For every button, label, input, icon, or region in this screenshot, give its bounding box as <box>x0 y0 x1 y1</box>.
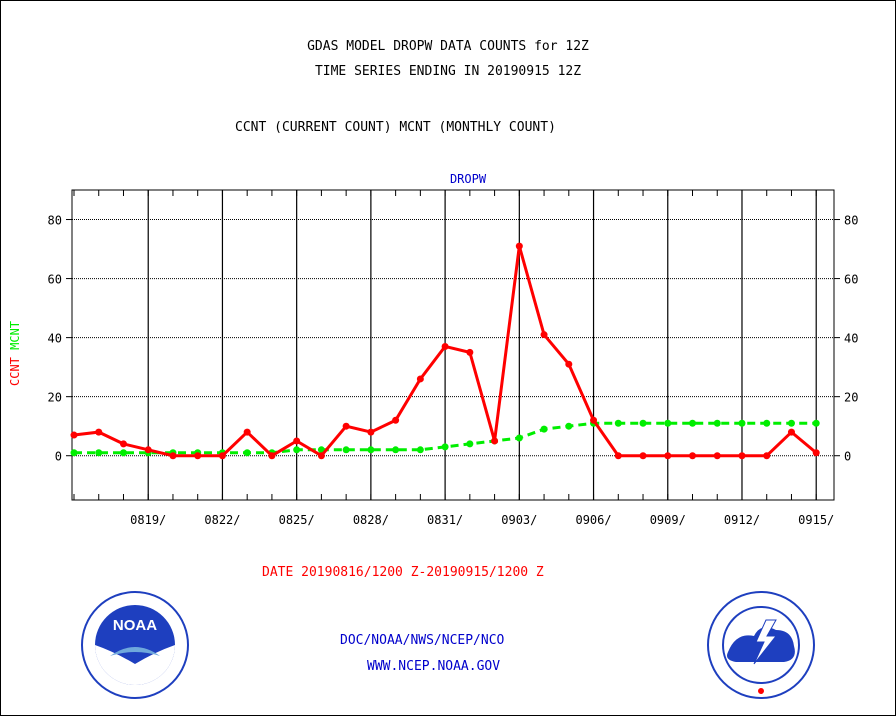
y-tick-label-right: 40 <box>844 332 858 346</box>
data-point-mcnt <box>119 449 127 457</box>
data-point-ccnt <box>466 348 474 356</box>
data-point-ccnt <box>738 452 746 460</box>
chart-svg: 0 0 20 20 40 40 60 60 80 80 0819/0822/0825/0828/08… <box>8 172 858 527</box>
data-point-ccnt <box>689 452 697 460</box>
x-tick-label: 0906/ <box>575 513 611 527</box>
data-point-mcnt <box>515 434 523 442</box>
data-point-mcnt <box>367 446 375 454</box>
data-point-mcnt <box>540 425 548 433</box>
data-point-ccnt <box>491 437 499 445</box>
y-tick-label-left: 0 <box>55 450 62 464</box>
data-point-mcnt <box>787 419 795 427</box>
y-tick-label-left: 20 <box>48 391 62 405</box>
data-point-mcnt <box>565 422 573 430</box>
x-tick-label: 0909/ <box>650 513 686 527</box>
data-point-ccnt <box>812 449 820 457</box>
y-tick-label-left: 60 <box>48 273 62 287</box>
data-point-mcnt <box>689 419 697 427</box>
y-tick-label-right: 20 <box>844 391 858 405</box>
noaa-logo: NOAA <box>81 591 189 699</box>
noaa-logo-wordmark: NOAA <box>113 617 157 634</box>
data-point-mcnt <box>95 449 103 457</box>
data-point-ccnt <box>70 431 78 439</box>
data-point-ccnt <box>194 452 202 460</box>
data-point-mcnt <box>441 443 449 451</box>
data-point-ccnt <box>119 440 127 448</box>
data-point-ccnt <box>95 428 103 436</box>
x-tick-label: 0819/ <box>130 513 166 527</box>
data-point-ccnt <box>243 428 251 436</box>
data-point-mcnt <box>70 449 78 457</box>
data-point-ccnt <box>639 452 647 460</box>
data-point-mcnt <box>614 419 622 427</box>
data-point-ccnt <box>515 242 523 250</box>
data-point-ccnt <box>144 446 152 454</box>
data-point-mcnt <box>293 446 301 454</box>
chart-legend-description: CCNT (CURRENT COUNT) MCNT (MONTHLY COUNT… <box>235 120 556 135</box>
data-point-ccnt <box>664 452 672 460</box>
x-tick-label: 0903/ <box>501 513 537 527</box>
x-tick-label: 0831/ <box>427 513 463 527</box>
data-point-ccnt <box>590 416 598 424</box>
x-tick-label: 0822/ <box>204 513 240 527</box>
data-point-mcnt <box>392 446 400 454</box>
chart-title-line1: GDAS MODEL DROPW DATA COUNTS for 12Z <box>307 39 589 54</box>
data-point-ccnt <box>565 360 573 368</box>
data-point-ccnt <box>367 428 375 436</box>
y-tick-label-left: 40 <box>48 332 62 346</box>
data-point-ccnt <box>441 342 449 350</box>
data-point-ccnt <box>293 437 301 445</box>
data-point-mcnt <box>416 446 424 454</box>
y-axis-label-mcnt: MCNT <box>8 321 22 350</box>
data-point-ccnt <box>268 452 276 460</box>
y-tick-label-right: 60 <box>844 273 858 287</box>
data-point-ccnt <box>416 375 424 383</box>
data-point-ccnt <box>169 452 177 460</box>
x-tick-label: 0912/ <box>724 513 760 527</box>
data-point-mcnt <box>639 419 647 427</box>
data-point-ccnt <box>763 452 771 460</box>
data-point-ccnt <box>342 422 350 430</box>
date-range-label: DATE 20190816/1200 Z-20190915/1200 Z <box>262 565 544 580</box>
data-point-mcnt <box>466 440 474 448</box>
nws-logo <box>707 591 815 699</box>
data-point-mcnt <box>243 449 251 457</box>
footer-website-link[interactable]: WWW.NCEP.NOAA.GOV <box>367 659 501 674</box>
y-tick-label-right: 0 <box>844 450 851 464</box>
data-point-ccnt <box>392 416 400 424</box>
data-point-ccnt <box>713 452 721 460</box>
data-point-mcnt <box>713 419 721 427</box>
data-point-ccnt <box>787 428 795 436</box>
plot-area <box>71 189 835 501</box>
chart-title: DROPW <box>450 172 487 186</box>
x-tick-label: 0825/ <box>279 513 315 527</box>
data-point-ccnt <box>540 331 548 339</box>
data-point-ccnt <box>218 452 226 460</box>
data-point-mcnt <box>812 419 820 427</box>
chart-title-line2: TIME SERIES ENDING IN 20190915 12Z <box>314 64 582 79</box>
y-tick-label-left: 80 <box>48 214 62 228</box>
data-point-ccnt <box>317 452 325 460</box>
data-point-mcnt <box>763 419 771 427</box>
data-point-ccnt <box>614 452 622 460</box>
data-point-mcnt <box>664 419 672 427</box>
x-tick-label: 0915/ <box>798 513 834 527</box>
y-axis-label: CCNT MCNT <box>8 321 22 386</box>
data-point-mcnt <box>738 419 746 427</box>
y-axis-label-ccnt: CCNT <box>8 350 22 386</box>
footer-doc-label: DOC/NOAA/NWS/NCEP/NCO <box>340 633 505 648</box>
x-tick-label: 0828/ <box>353 513 389 527</box>
data-point-mcnt <box>342 446 350 454</box>
y-tick-label-right: 80 <box>844 214 858 228</box>
